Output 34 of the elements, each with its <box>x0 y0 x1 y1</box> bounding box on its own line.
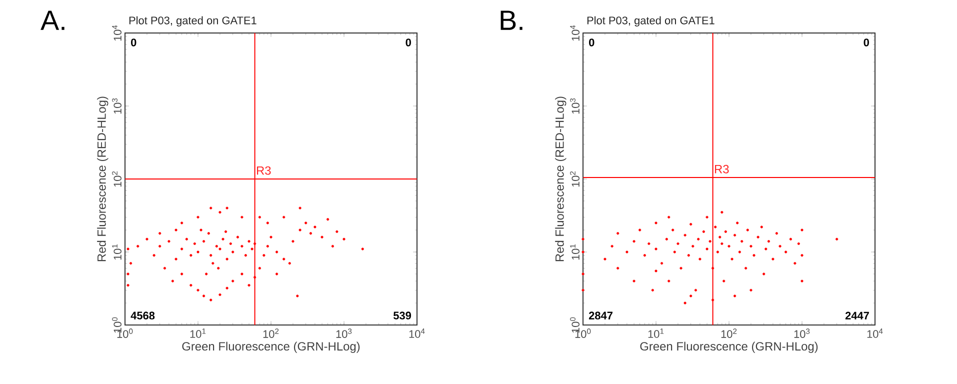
annotation: 0 <box>131 38 136 46</box>
annotation: 2847 <box>588 312 612 320</box>
x-tick-label: 10$^{4}$ <box>867 328 883 338</box>
annotation: 0 <box>406 38 411 46</box>
text: B. <box>500 10 522 30</box>
x-tick-label: 10$^{3}$ <box>794 328 810 338</box>
y-tick-label: 10$^{1}$ <box>570 244 580 260</box>
chart-title: Plot P03, gated on GATE1 <box>587 16 714 26</box>
annotation: 2447 <box>845 312 869 320</box>
annotation: 0 <box>864 38 869 46</box>
x-tick-label: 10$^{2}$ <box>263 328 279 338</box>
y-tick-label: 10$^{3}$ <box>112 98 122 114</box>
y-axis-title: Red Fluorescence (RED-HLog) <box>97 96 108 262</box>
x-tick-label: 10$^{1}$ <box>190 328 206 338</box>
annotation: 539 <box>393 312 412 320</box>
x-tick-label: 10$^{4}$ <box>409 328 425 338</box>
y-tick-label: 10$^{3}$ <box>570 98 580 114</box>
y-tick-label: 10$^{1}$ <box>112 244 122 260</box>
chart-title: Plot P03, gated on GATE1 <box>129 16 256 26</box>
x-tick-label: 10$^{1}$ <box>648 328 664 338</box>
x-tick-label: 10$^{2}$ <box>721 328 737 338</box>
y-axis-title: Red Fluorescence (RED-HLog) <box>555 96 566 262</box>
x-axis-title: Green Fluorescence (GRN-HLog) <box>640 342 818 353</box>
x-axis-title: Green Fluorescence (GRN-HLog) <box>182 342 360 353</box>
text: A. <box>40 10 64 30</box>
y-tick-label: 10$^{4}$ <box>112 25 122 41</box>
y-tick-label: 10$^{2}$ <box>112 171 122 187</box>
annotation: 0 <box>589 38 594 46</box>
y-tick-label: 10$^{2}$ <box>570 171 580 187</box>
annotation: R3 <box>256 166 271 175</box>
y-tick-label: 10$^{4}$ <box>570 25 580 41</box>
annotation: R3 <box>714 164 729 174</box>
x-tick-label: 10$^{3}$ <box>336 328 352 338</box>
annotation: 4568 <box>130 312 155 320</box>
